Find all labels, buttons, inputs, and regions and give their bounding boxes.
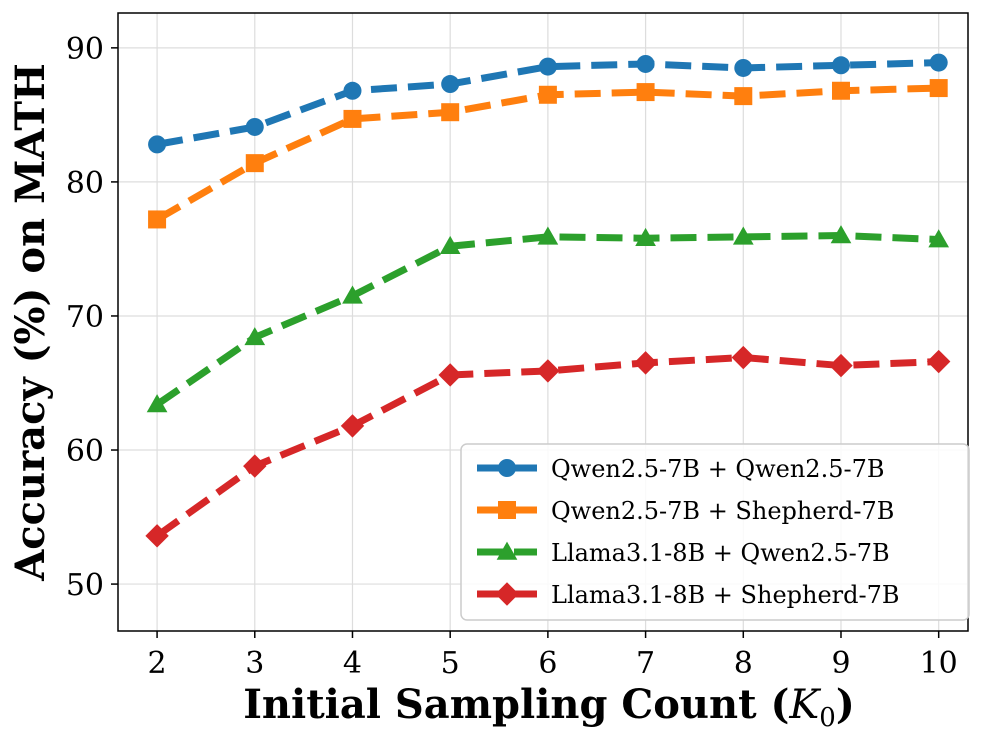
plot-frame — [117, 12, 969, 632]
y-tick-label: 60 — [66, 434, 104, 469]
data-point — [343, 109, 362, 128]
x-axis-title: Initial Sampling Count (K0) — [243, 681, 855, 733]
axis-ticks: 2 3 4 5 6 7 8 9 10 50 60 70 80 90 — [66, 32, 958, 681]
data-point — [438, 363, 462, 387]
y-tick-label: 80 — [66, 166, 104, 201]
data-point — [343, 81, 362, 100]
legend-label: Llama3.1-8B + Qwen2.5-7B — [551, 539, 890, 567]
data-point — [243, 454, 267, 478]
x-tick-label: 3 — [245, 646, 264, 681]
x-tick-label: 6 — [538, 646, 557, 681]
legend: Qwen2.5-7B + Qwen2.5-7B Qwen2.5-7B + Shep… — [460, 443, 970, 621]
series-layer — [145, 53, 951, 548]
series-2 — [148, 79, 948, 229]
y-axis-title: Accuracy (%) on MATH — [7, 63, 54, 582]
legend-marker — [495, 582, 519, 606]
data-point — [148, 135, 167, 154]
data-point — [441, 103, 460, 122]
legend-label: Llama3.1-8B + Shepherd-7B — [551, 581, 900, 609]
data-point — [148, 210, 167, 229]
data-point — [245, 117, 264, 136]
x-tick-label: 2 — [148, 646, 167, 681]
series-line — [155, 354, 939, 539]
data-point — [734, 87, 753, 106]
series-1 — [148, 53, 948, 154]
series-line — [156, 59, 939, 148]
legend-box — [460, 443, 970, 621]
y-tick-label: 50 — [66, 568, 104, 603]
legend-marker — [498, 501, 516, 519]
grid — [118, 13, 968, 631]
x-tick-label: 5 — [441, 646, 460, 681]
data-point — [928, 229, 950, 248]
data-point — [734, 58, 753, 77]
series-4 — [145, 345, 951, 548]
data-point — [929, 53, 948, 72]
data-point — [731, 345, 755, 370]
x-tick-label: 9 — [831, 646, 850, 681]
data-point — [636, 54, 655, 73]
x-tick-label: 10 — [920, 646, 958, 681]
data-point — [831, 81, 850, 100]
data-point — [635, 227, 656, 246]
legend-item: Qwen2.5-7B + Shepherd-7B — [477, 497, 894, 525]
legend-item: Qwen2.5-7B + Qwen2.5-7B — [477, 455, 885, 483]
data-point — [342, 285, 363, 304]
legend-marker — [496, 541, 518, 560]
data-point — [244, 327, 266, 346]
data-point — [340, 414, 365, 438]
data-point — [830, 225, 852, 244]
x-tick-label: 8 — [734, 646, 753, 681]
legend-item: Llama3.1-8B + Qwen2.5-7B — [477, 539, 890, 567]
series-3 — [146, 225, 950, 413]
data-point — [538, 85, 557, 104]
data-point — [829, 353, 853, 378]
legend-label: Qwen2.5-7B + Qwen2.5-7B — [551, 455, 885, 483]
x-tick-label: 7 — [636, 646, 655, 681]
data-point — [636, 83, 655, 102]
data-point — [538, 57, 557, 76]
data-point — [439, 235, 461, 255]
data-point — [441, 75, 460, 94]
data-point — [537, 226, 559, 245]
y-tick-label: 70 — [66, 300, 104, 335]
data-point — [146, 394, 168, 413]
legend-item: Llama3.1-8B + Shepherd-7B — [477, 581, 900, 609]
data-point — [926, 349, 951, 374]
legend-label: Qwen2.5-7B + Shepherd-7B — [551, 497, 894, 525]
data-point — [145, 524, 169, 548]
legend-marker — [498, 459, 516, 477]
data-point — [633, 351, 658, 375]
data-point — [831, 56, 850, 75]
data-point — [536, 359, 560, 383]
x-tick-label: 4 — [343, 646, 362, 681]
y-tick-label: 90 — [66, 32, 104, 67]
data-point — [245, 154, 264, 173]
data-point — [929, 79, 948, 98]
data-point — [732, 226, 754, 245]
